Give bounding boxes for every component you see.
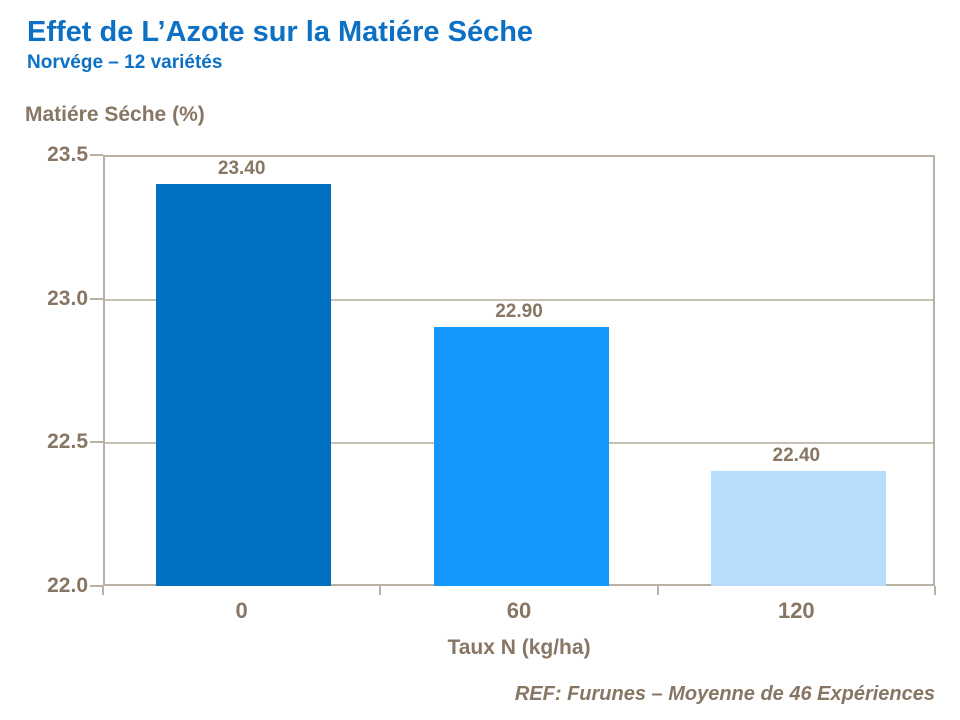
x-tick-mark <box>656 586 659 595</box>
bar-0 <box>156 183 332 586</box>
x-tick-mark <box>934 586 936 595</box>
bar-value-label: 22.40 <box>772 445 821 467</box>
y-tick-label: 23.5 <box>47 143 88 166</box>
y-tick-label: 22.5 <box>47 430 88 454</box>
y-tick-mark <box>90 297 103 300</box>
y-tick-label: 23.0 <box>47 286 88 310</box>
x-category-label: 60 <box>506 598 532 623</box>
y-tick-mark <box>90 154 103 156</box>
plot-area <box>103 155 935 586</box>
bar-120 <box>710 471 886 586</box>
gridline <box>105 298 933 301</box>
x-axis-title: Taux N (kg/ha) <box>447 636 591 659</box>
bar-value-label: 22.90 <box>495 301 543 323</box>
x-category-label: 0 <box>235 598 248 623</box>
bar-value-label: 23.40 <box>217 157 266 179</box>
x-tick-mark <box>379 586 382 595</box>
y-tick-mark <box>90 441 103 444</box>
y-tick-label: 22.0 <box>47 574 88 597</box>
page-subtitle: Norvége – 12 variétés <box>27 52 223 73</box>
x-tick-mark <box>102 586 104 595</box>
reference-text: REF: Furunes – Moyenne de 46 Expériences <box>514 683 935 705</box>
y-axis-title: Matiére Séche (%) <box>25 103 205 126</box>
page-title: Effet de L’Azote sur la Matiére Séche <box>27 16 534 48</box>
x-category-label: 120 <box>777 598 815 623</box>
bar-60 <box>433 327 609 586</box>
y-tick-mark <box>90 585 103 587</box>
